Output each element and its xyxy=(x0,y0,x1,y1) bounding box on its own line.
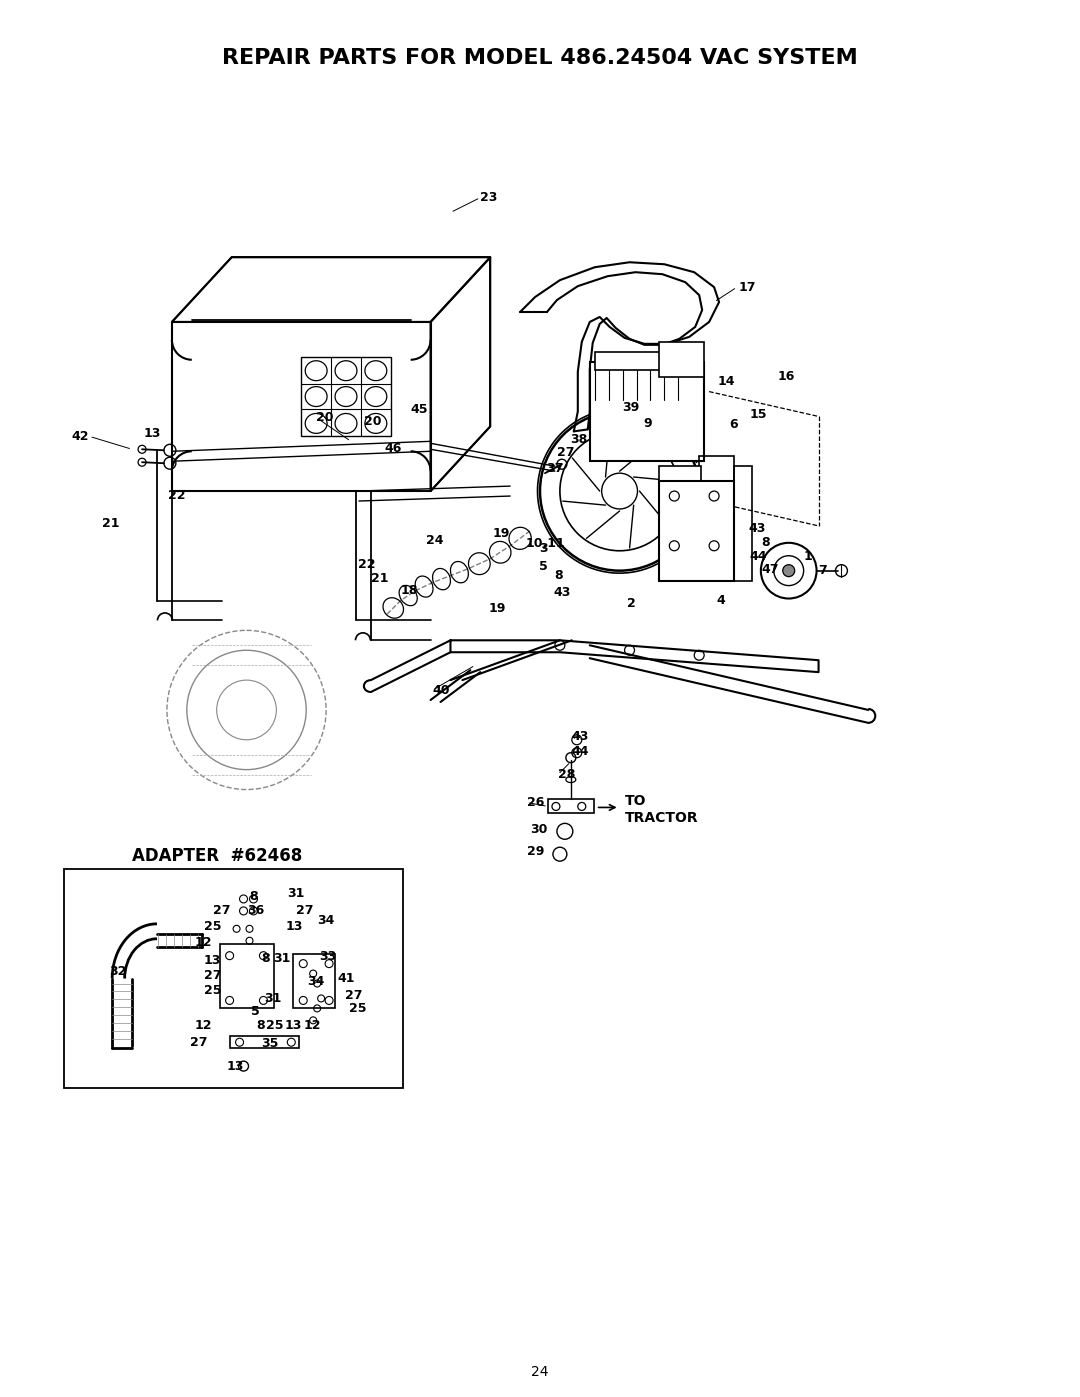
Text: 25: 25 xyxy=(267,1018,284,1032)
Bar xyxy=(219,944,274,1009)
Text: 44: 44 xyxy=(571,745,590,759)
Text: 33: 33 xyxy=(320,950,336,963)
Text: 22: 22 xyxy=(167,489,186,502)
Text: 30: 30 xyxy=(530,823,548,835)
Bar xyxy=(660,342,704,377)
Text: 4: 4 xyxy=(716,594,725,608)
Text: 10,11: 10,11 xyxy=(525,538,565,550)
Text: 29: 29 xyxy=(527,845,544,858)
Text: 36: 36 xyxy=(247,904,265,918)
Text: 24: 24 xyxy=(426,534,443,548)
Text: 12: 12 xyxy=(194,936,213,949)
Text: 3: 3 xyxy=(539,542,548,555)
Text: 25: 25 xyxy=(204,983,221,997)
Text: 8: 8 xyxy=(261,953,270,965)
Text: 25: 25 xyxy=(349,1002,366,1014)
Text: 5: 5 xyxy=(539,560,548,573)
Text: 47: 47 xyxy=(761,563,780,576)
Text: 24: 24 xyxy=(531,1365,549,1379)
Text: 21: 21 xyxy=(103,517,120,531)
Polygon shape xyxy=(431,257,490,492)
Text: 13: 13 xyxy=(285,921,302,933)
Text: 32: 32 xyxy=(109,965,126,978)
Text: 46: 46 xyxy=(384,441,402,455)
Text: 9: 9 xyxy=(644,416,652,430)
Text: 40: 40 xyxy=(433,683,450,697)
Circle shape xyxy=(760,543,816,598)
Bar xyxy=(65,869,403,1088)
Text: 15: 15 xyxy=(750,408,768,420)
Text: 8: 8 xyxy=(554,569,563,583)
Text: 14: 14 xyxy=(717,376,734,388)
Text: 13: 13 xyxy=(204,954,221,967)
Circle shape xyxy=(783,564,795,577)
Bar xyxy=(548,799,594,813)
Text: 5: 5 xyxy=(252,1004,260,1018)
Bar xyxy=(699,457,734,506)
Text: 1: 1 xyxy=(804,550,812,563)
Text: 16: 16 xyxy=(778,370,795,383)
Text: 17: 17 xyxy=(739,281,756,293)
Text: 19: 19 xyxy=(492,527,510,541)
Bar xyxy=(301,356,391,436)
Text: REPAIR PARTS FOR MODEL 486.24504 VAC SYSTEM: REPAIR PARTS FOR MODEL 486.24504 VAC SYS… xyxy=(222,49,858,68)
Text: 12: 12 xyxy=(194,1018,213,1032)
Text: 13: 13 xyxy=(284,1018,301,1032)
Polygon shape xyxy=(450,640,819,672)
Bar xyxy=(590,362,704,461)
Text: 43: 43 xyxy=(571,731,590,743)
Text: 23: 23 xyxy=(481,191,498,204)
Text: 8: 8 xyxy=(256,1018,265,1032)
Bar xyxy=(734,467,752,581)
Text: 27: 27 xyxy=(296,904,314,918)
Circle shape xyxy=(540,412,699,570)
Text: 31: 31 xyxy=(273,953,291,965)
Text: 27: 27 xyxy=(204,970,221,982)
Text: 12: 12 xyxy=(303,1018,321,1032)
Text: 2: 2 xyxy=(626,597,635,610)
Text: TO
TRACTOR: TO TRACTOR xyxy=(624,795,698,824)
Text: 8: 8 xyxy=(760,536,769,549)
Text: 13: 13 xyxy=(227,1059,244,1073)
Text: 20: 20 xyxy=(364,415,381,427)
Text: 22: 22 xyxy=(357,559,376,571)
Text: 21: 21 xyxy=(370,573,389,585)
Text: 13: 13 xyxy=(144,427,161,440)
Bar xyxy=(230,1037,299,1048)
Text: 42: 42 xyxy=(72,430,90,443)
Text: 31: 31 xyxy=(265,992,282,1004)
Text: 27: 27 xyxy=(190,1035,207,1049)
Text: 27: 27 xyxy=(213,904,230,918)
Polygon shape xyxy=(172,321,431,492)
Text: 8: 8 xyxy=(249,890,258,904)
Text: 38: 38 xyxy=(570,433,588,446)
Text: 35: 35 xyxy=(261,1037,279,1049)
Text: 34: 34 xyxy=(318,915,335,928)
Polygon shape xyxy=(172,257,490,321)
Text: 20: 20 xyxy=(316,411,334,423)
Bar xyxy=(595,352,699,370)
Bar xyxy=(660,481,734,581)
Text: 45: 45 xyxy=(410,402,428,416)
Text: ADAPTER  #62468: ADAPTER #62468 xyxy=(132,847,301,865)
Text: 34: 34 xyxy=(307,975,325,988)
Text: 43: 43 xyxy=(554,587,571,599)
Text: 25: 25 xyxy=(204,921,221,933)
Text: 19: 19 xyxy=(488,602,505,615)
Text: 18: 18 xyxy=(401,584,418,597)
Text: 31: 31 xyxy=(287,887,305,901)
Text: 43: 43 xyxy=(748,522,767,535)
Text: 39: 39 xyxy=(622,401,639,414)
Text: 28: 28 xyxy=(558,768,576,781)
Text: 37: 37 xyxy=(546,461,564,475)
Bar xyxy=(660,467,701,521)
Text: 44: 44 xyxy=(750,550,768,563)
Text: 26: 26 xyxy=(527,796,544,809)
Text: 27: 27 xyxy=(345,989,363,1002)
Text: 7: 7 xyxy=(819,564,827,577)
Text: 6: 6 xyxy=(729,418,738,430)
Text: 41: 41 xyxy=(337,972,354,985)
Text: 27: 27 xyxy=(557,446,575,458)
Bar xyxy=(294,954,335,1009)
